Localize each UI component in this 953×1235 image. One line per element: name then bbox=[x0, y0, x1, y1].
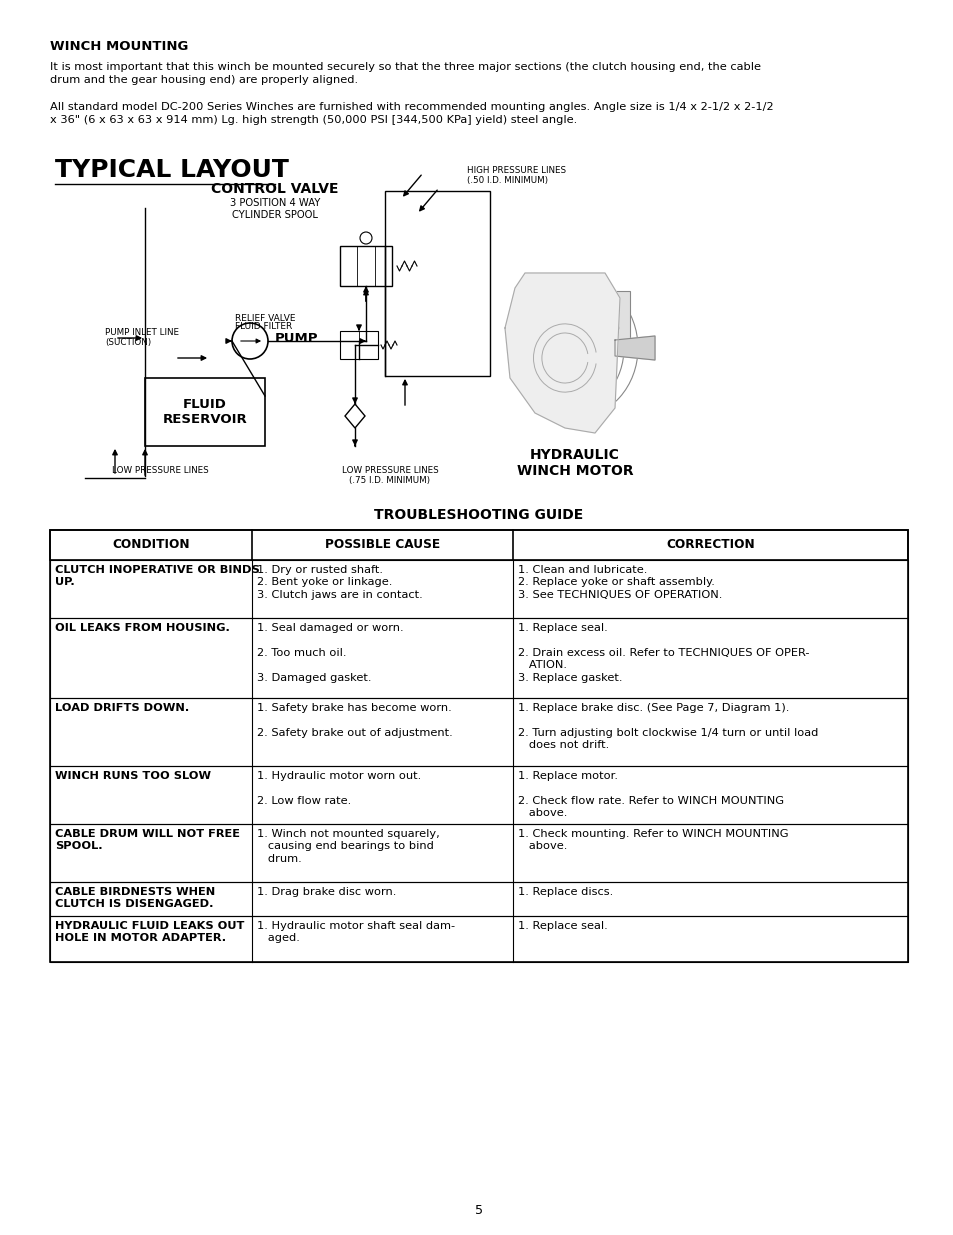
Text: OIL LEAKS FROM HOUSING.: OIL LEAKS FROM HOUSING. bbox=[55, 622, 230, 634]
Text: TROUBLESHOOTING GUIDE: TROUBLESHOOTING GUIDE bbox=[374, 508, 583, 522]
Text: HIGH PRESSURE LINES
(.50 I.D. MINIMUM): HIGH PRESSURE LINES (.50 I.D. MINIMUM) bbox=[467, 165, 566, 185]
Bar bbox=[339, 331, 377, 359]
Text: CORRECTION: CORRECTION bbox=[665, 538, 754, 552]
Text: WINCH RUNS TOO SLOW: WINCH RUNS TOO SLOW bbox=[55, 771, 211, 781]
Text: FLUID
RESERVOIR: FLUID RESERVOIR bbox=[162, 398, 247, 426]
Bar bbox=[50, 882, 907, 916]
Text: TYPICAL LAYOUT: TYPICAL LAYOUT bbox=[55, 158, 289, 182]
Text: HYDRAULIC FLUID LEAKS OUT
HOLE IN MOTOR ADAPTER.: HYDRAULIC FLUID LEAKS OUT HOLE IN MOTOR … bbox=[55, 921, 244, 944]
Polygon shape bbox=[615, 336, 655, 359]
Bar bbox=[50, 824, 907, 882]
Text: POSSIBLE CAUSE: POSSIBLE CAUSE bbox=[325, 538, 439, 552]
Text: PUMP INLET LINE
(SUCTION): PUMP INLET LINE (SUCTION) bbox=[105, 329, 179, 347]
Text: It is most important that this winch be mounted securely so that the three major: It is most important that this winch be … bbox=[50, 62, 760, 85]
Text: CLUTCH INOPERATIVE OR BINDS
UP.: CLUTCH INOPERATIVE OR BINDS UP. bbox=[55, 564, 259, 588]
Text: 1. Replace motor.

2. Check flow rate. Refer to WINCH MOUNTING
   above.: 1. Replace motor. 2. Check flow rate. Re… bbox=[517, 771, 783, 819]
Text: 5: 5 bbox=[475, 1203, 482, 1216]
Text: CONTROL VALVE: CONTROL VALVE bbox=[211, 182, 338, 196]
Text: 1. Hydraulic motor worn out.

2. Low flow rate.: 1. Hydraulic motor worn out. 2. Low flow… bbox=[256, 771, 420, 805]
Text: 1. Check mounting. Refer to WINCH MOUNTING
   above.: 1. Check mounting. Refer to WINCH MOUNTI… bbox=[517, 829, 788, 851]
Bar bbox=[50, 530, 907, 559]
Bar bbox=[50, 530, 907, 962]
Text: 1. Seal damaged or worn.

2. Too much oil.

3. Damaged gasket.: 1. Seal damaged or worn. 2. Too much oil… bbox=[256, 622, 403, 683]
Text: LOW PRESSURE LINES
(.75 I.D. MINIMUM): LOW PRESSURE LINES (.75 I.D. MINIMUM) bbox=[341, 466, 438, 485]
Text: 1. Hydraulic motor shaft seal dam-
   aged.: 1. Hydraulic motor shaft seal dam- aged. bbox=[256, 921, 455, 944]
Bar bbox=[50, 766, 907, 824]
Circle shape bbox=[610, 304, 618, 312]
Circle shape bbox=[571, 324, 578, 332]
Text: 1. Safety brake has become worn.

2. Safety brake out of adjustment.: 1. Safety brake has become worn. 2. Safe… bbox=[256, 703, 452, 737]
Bar bbox=[50, 698, 907, 766]
Text: CABLE BIRDNESTS WHEN
CLUTCH IS DISENGAGED.: CABLE BIRDNESTS WHEN CLUTCH IS DISENGAGE… bbox=[55, 887, 215, 909]
Circle shape bbox=[571, 304, 578, 312]
Text: 1. Replace discs.: 1. Replace discs. bbox=[517, 887, 613, 897]
Text: 1. Winch not mounted squarely,
   causing end bearings to bind
   drum.: 1. Winch not mounted squarely, causing e… bbox=[256, 829, 439, 863]
Text: 1. Replace brake disc. (See Page 7, Diagram 1).

2. Turn adjusting bolt clockwis: 1. Replace brake disc. (See Page 7, Diag… bbox=[517, 703, 818, 750]
Text: LOW PRESSURE LINES: LOW PRESSURE LINES bbox=[112, 466, 208, 475]
Bar bbox=[145, 378, 265, 446]
Bar bbox=[50, 618, 907, 698]
Polygon shape bbox=[504, 273, 619, 433]
Text: 1. Dry or rusted shaft.
2. Bent yoke or linkage.
3. Clutch jaws are in contact.: 1. Dry or rusted shaft. 2. Bent yoke or … bbox=[256, 564, 422, 600]
Text: HYDRAULIC
WINCH MOTOR: HYDRAULIC WINCH MOTOR bbox=[517, 448, 633, 478]
Bar bbox=[385, 191, 490, 375]
Text: 1. Drag brake disc worn.: 1. Drag brake disc worn. bbox=[256, 887, 395, 897]
Text: 1. Replace seal.

2. Drain excess oil. Refer to TECHNIQUES OF OPER-
   ATION.
3.: 1. Replace seal. 2. Drain excess oil. Re… bbox=[517, 622, 809, 683]
Text: All standard model DC-200 Series Winches are furnished with recommended mounting: All standard model DC-200 Series Winches… bbox=[50, 103, 773, 125]
Text: 1. Clean and lubricate.
2. Replace yoke or shaft assembly.
3. See TECHNIQUES OF : 1. Clean and lubricate. 2. Replace yoke … bbox=[517, 564, 722, 600]
Text: WINCH MOUNTING: WINCH MOUNTING bbox=[50, 40, 188, 53]
Text: PUMP: PUMP bbox=[274, 332, 318, 346]
Text: LOAD DRIFTS DOWN.: LOAD DRIFTS DOWN. bbox=[55, 703, 189, 713]
Text: 3 POSITION 4 WAY
CYLINDER SPOOL: 3 POSITION 4 WAY CYLINDER SPOOL bbox=[230, 198, 320, 220]
Bar bbox=[559, 290, 629, 346]
Bar bbox=[50, 559, 907, 618]
Bar bbox=[50, 916, 907, 962]
Text: CONDITION: CONDITION bbox=[112, 538, 190, 552]
Text: 1. Replace seal.: 1. Replace seal. bbox=[517, 921, 607, 931]
Text: CABLE DRUM WILL NOT FREE
SPOOL.: CABLE DRUM WILL NOT FREE SPOOL. bbox=[55, 829, 240, 851]
Bar bbox=[339, 246, 392, 287]
Text: RELIEF VALVE: RELIEF VALVE bbox=[234, 314, 295, 324]
Circle shape bbox=[610, 324, 618, 332]
Text: FLUID FILTER: FLUID FILTER bbox=[234, 322, 292, 331]
